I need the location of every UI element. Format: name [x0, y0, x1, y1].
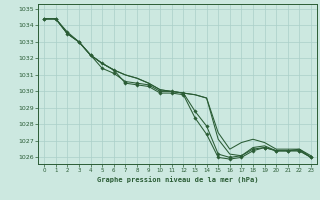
- X-axis label: Graphe pression niveau de la mer (hPa): Graphe pression niveau de la mer (hPa): [97, 176, 258, 183]
